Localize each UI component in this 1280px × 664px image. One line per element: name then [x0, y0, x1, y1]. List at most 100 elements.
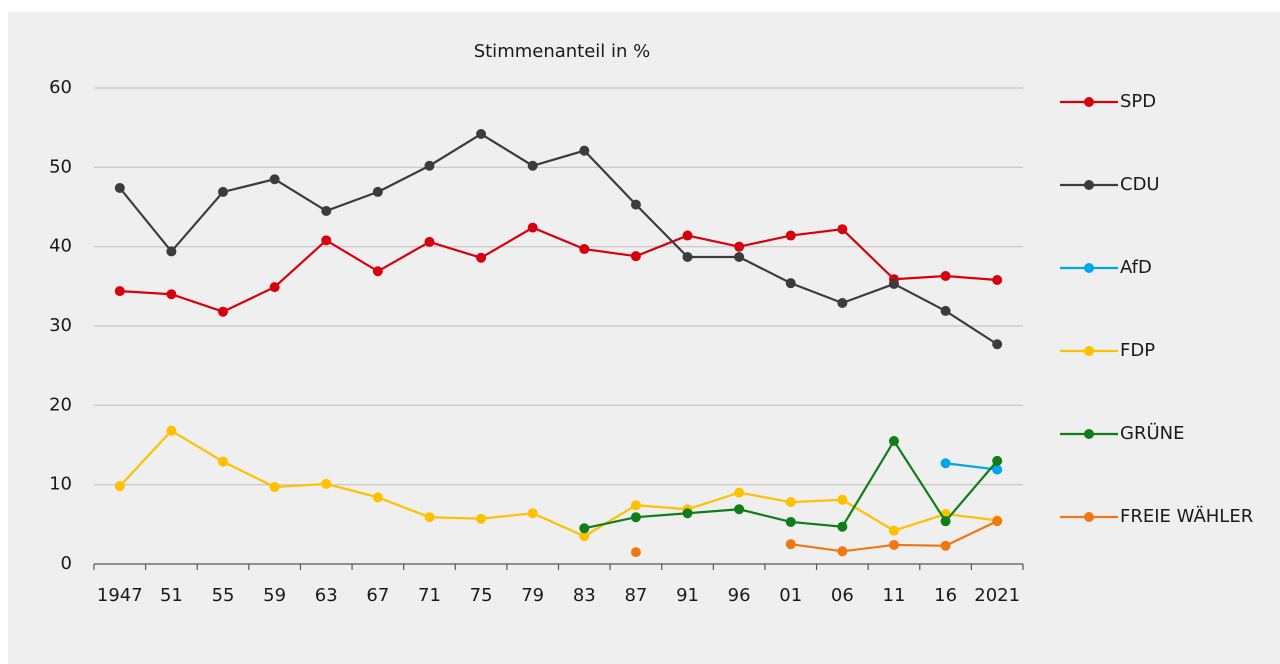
x-tick-label: 91 [676, 585, 699, 606]
data-point [837, 546, 848, 557]
x-tick-label: 16 [934, 585, 957, 606]
data-point [940, 271, 951, 282]
series-line [119, 429, 998, 538]
data-point [114, 286, 125, 297]
series-line [118, 132, 998, 346]
data-point [527, 160, 538, 171]
x-tick-label: 83 [573, 585, 596, 606]
data-point [940, 305, 951, 316]
data-point [321, 478, 332, 489]
chart-title: Stimmenanteil in % [474, 41, 651, 62]
series-line [945, 462, 998, 471]
data-point [630, 500, 641, 511]
data-point [269, 482, 280, 493]
data-point [837, 521, 848, 532]
data-point [166, 289, 177, 300]
data-point [630, 512, 641, 523]
data-point [940, 458, 951, 469]
x-tick-label: 11 [883, 585, 906, 606]
data-point [476, 513, 487, 524]
data-point [992, 516, 1003, 527]
legend-label: SPD [1120, 91, 1156, 112]
y-tick-label: 20 [49, 394, 72, 415]
data-point [888, 525, 899, 536]
chart-background [8, 12, 1280, 664]
data-point [114, 182, 125, 193]
data-point [992, 464, 1003, 475]
data-point [218, 306, 229, 317]
x-tick-label: 63 [315, 585, 338, 606]
data-point [992, 339, 1003, 350]
legend-marker [1084, 97, 1094, 107]
data-point [424, 512, 435, 523]
data-point [785, 516, 796, 527]
data-point [837, 224, 848, 235]
x-tick-label: 75 [470, 585, 493, 606]
data-point [734, 241, 745, 252]
data-point [579, 145, 590, 156]
data-point [785, 539, 796, 550]
y-tick-label: 10 [49, 474, 72, 495]
x-tick-label: 71 [418, 585, 441, 606]
data-point [888, 539, 899, 550]
y-tick-label: 60 [49, 77, 72, 98]
data-point [424, 160, 435, 171]
x-tick-label: 67 [366, 585, 389, 606]
data-point [630, 251, 641, 262]
data-point [785, 230, 796, 241]
data-point [527, 508, 538, 519]
data-point [476, 252, 487, 263]
data-point [992, 274, 1003, 285]
x-tick-label: 96 [728, 585, 751, 606]
data-point [734, 504, 745, 515]
data-point [218, 456, 229, 467]
data-point [888, 436, 899, 447]
x-tick-label: 79 [521, 585, 544, 606]
data-point [579, 244, 590, 255]
data-point [992, 455, 1003, 466]
data-point [682, 230, 693, 241]
legend-marker [1084, 180, 1094, 190]
y-tick-label: 40 [49, 236, 72, 257]
series-line [119, 226, 998, 313]
y-tick-label: 0 [61, 553, 72, 574]
data-point [734, 251, 745, 262]
data-point [837, 494, 848, 505]
legend-marker [1084, 346, 1094, 356]
legend-label: CDU [1120, 174, 1160, 195]
data-point [218, 186, 229, 197]
x-tick-label: 87 [624, 585, 647, 606]
data-point [372, 186, 383, 197]
legend-marker [1084, 512, 1094, 522]
data-point [630, 199, 641, 210]
x-tick-label: 01 [779, 585, 802, 606]
data-point [476, 129, 487, 140]
data-point [785, 497, 796, 508]
data-point [372, 492, 383, 503]
x-tick-label: 55 [212, 585, 235, 606]
data-point [321, 235, 332, 246]
data-point [682, 508, 693, 519]
data-point [785, 278, 796, 289]
data-point [114, 481, 125, 492]
x-tick-label: 2021 [974, 585, 1020, 606]
legend-label: FREIE WÄHLER [1120, 506, 1253, 527]
data-point [527, 222, 538, 233]
data-point [888, 278, 899, 289]
data-point [424, 236, 435, 247]
data-point [630, 547, 641, 558]
legend-label: GRÜNE [1120, 422, 1184, 444]
data-point [269, 174, 280, 185]
data-point [837, 297, 848, 308]
data-point [940, 516, 951, 527]
data-point [579, 531, 590, 542]
legend-marker [1084, 263, 1094, 273]
data-point [734, 487, 745, 498]
data-point [166, 425, 177, 436]
data-point [321, 205, 332, 216]
data-point [579, 523, 590, 534]
data-point [372, 266, 383, 277]
y-tick-label: 30 [49, 315, 72, 336]
x-tick-label: 1947 [97, 585, 143, 606]
